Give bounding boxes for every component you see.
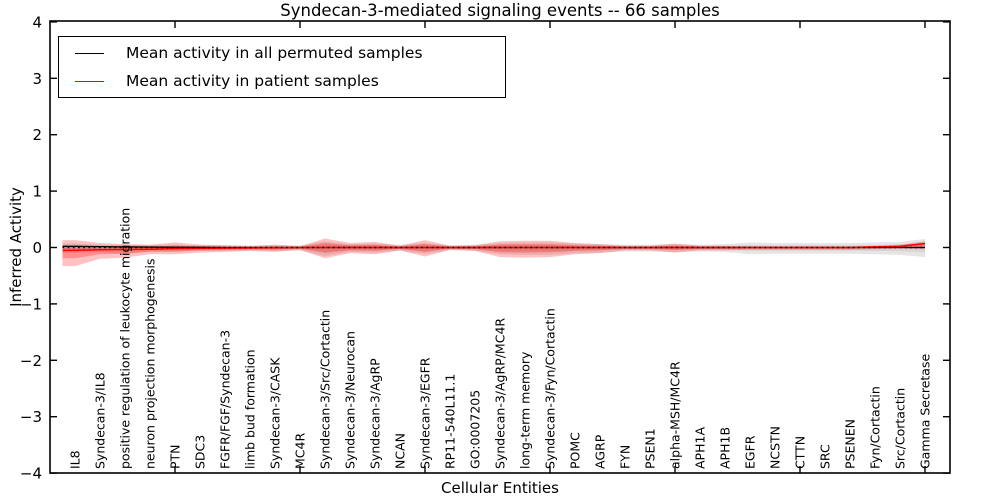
x-entity-label: POMC [568, 432, 583, 469]
x-entity-label: AGRP [593, 434, 608, 469]
x-entity-label: PSENEN [843, 419, 858, 469]
x-entity-label: Syndecan-3/IL8 [93, 372, 108, 469]
y-tick-label: −1 [20, 295, 42, 313]
x-entity-label: APH1B [718, 427, 733, 469]
x-entity-label: EGFR [743, 435, 758, 469]
x-entity-label: NCAN [393, 433, 408, 469]
legend-item-label: Mean activity in patient samples [126, 72, 379, 90]
x-entity-label: CTTN [793, 436, 808, 469]
y-tick-label: −4 [20, 465, 42, 483]
legend-item-label: Mean activity in all permuted samples [126, 44, 423, 62]
x-entity-label: alpha-MSH/MC4R [668, 361, 683, 469]
x-entity-label: Syndecan-3/Neurocan [343, 331, 358, 469]
legend-line-sample-red [75, 80, 104, 82]
y-tick-label: 1 [32, 183, 42, 201]
x-entity-label: Syndecan-3/EGFR [418, 357, 433, 469]
legend: Mean activity in all permuted samples Me… [58, 36, 506, 98]
x-entity-label: Syndecan-3/Fyn/Cortactin [543, 308, 558, 469]
x-entity-label: MC4R [293, 433, 308, 469]
x-entity-label: SRC [818, 444, 833, 469]
x-entity-label: Syndecan-3/Src/Cortactin [318, 310, 333, 469]
y-tick-label: −3 [20, 408, 42, 426]
x-axis-title: Cellular Entities [441, 479, 559, 497]
x-entity-label: Syndecan-3/AgRP [368, 358, 383, 469]
x-entity-label: Gamma Secretase [918, 354, 933, 469]
line-patient-mean [62, 242, 926, 252]
x-entity-label: neuron projection morphogenesis [143, 258, 158, 469]
x-entity-label: PSEN1 [643, 428, 658, 469]
x-entity-label: Fyn/Cortactin [868, 386, 883, 469]
y-tick-label: 4 [32, 13, 42, 31]
legend-item-patient: Mean activity in patient samples [75, 70, 505, 92]
x-entity-label: Syndecan-3/AgRP/MC4R [493, 318, 508, 469]
x-entity-label: Syndecan-3/CASK [268, 357, 283, 469]
y-tick-label: 0 [32, 239, 42, 257]
band-patient-inner [62, 242, 925, 259]
x-entity-label: RP11-540L11.1 [443, 374, 458, 469]
x-entity-label: long-term memory [518, 351, 533, 469]
x-entity-label: SDC3 [193, 435, 208, 469]
x-entity-label: NCSTN [768, 426, 783, 469]
x-entity-label: PTN [168, 444, 183, 469]
y-tick-label: −2 [20, 352, 42, 370]
x-entity-label: FGFR/FGF/Syndecan-3 [218, 330, 233, 469]
x-entity-label: FYN [618, 445, 633, 469]
band-patient-outer [62, 238, 925, 267]
y-tick-label: 3 [32, 70, 42, 88]
x-entity-label: GO:0007205 [468, 390, 483, 469]
y-tick-label: 2 [32, 126, 42, 144]
x-entity-label: APH1A [693, 427, 708, 469]
x-entity-label: IL8 [68, 450, 83, 469]
legend-item-permuted: Mean activity in all permuted samples [75, 42, 505, 64]
x-entity-label: positive regulation of leukocyte migrati… [118, 208, 133, 469]
chart-title: Syndecan-3-mediated signaling events -- … [280, 1, 720, 20]
legend-line-sample-black [75, 52, 104, 54]
x-entity-label: Src/Cortactin [893, 388, 908, 469]
x-entity-label: limb bud formation [243, 349, 258, 469]
